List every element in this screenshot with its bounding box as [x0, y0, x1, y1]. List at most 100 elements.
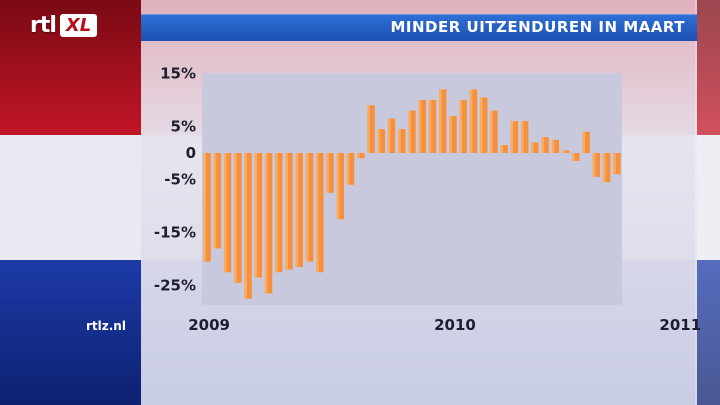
- bar: [469, 89, 478, 153]
- bar: [305, 153, 314, 262]
- bar-highlight: [439, 89, 442, 153]
- bar: [572, 153, 580, 161]
- bar-highlight: [398, 129, 401, 153]
- bar-highlight: [254, 153, 258, 278]
- bar: [326, 153, 334, 193]
- bar-highlight: [367, 105, 370, 153]
- bar: [500, 145, 508, 153]
- bar: [367, 105, 375, 153]
- logo-xl-text: XL: [59, 13, 98, 37]
- bar-highlight: [203, 153, 207, 262]
- bar-highlight: [336, 153, 340, 220]
- y-tick-label: 5%: [171, 118, 196, 136]
- bar: [213, 153, 222, 249]
- bar-highlight: [326, 153, 329, 193]
- y-tick-label: -15%: [154, 224, 196, 242]
- bar: [203, 153, 211, 262]
- bar: [254, 153, 263, 278]
- bar: [223, 153, 232, 273]
- bar: [602, 153, 611, 183]
- bar: [490, 110, 498, 153]
- bar-highlight: [377, 129, 381, 153]
- bar: [418, 100, 426, 153]
- channel-logo: rtl XL: [30, 10, 98, 40]
- chart-title: MINDER UITZENDUREN IN MAART: [390, 18, 685, 36]
- bar: [551, 139, 560, 153]
- bar: [387, 118, 396, 153]
- bar-highlight: [449, 115, 452, 153]
- bar-highlight: [510, 121, 514, 153]
- bar: [561, 150, 570, 153]
- bar-highlight: [561, 150, 565, 153]
- site-label: rtlz.nl: [86, 319, 126, 333]
- bar-highlight: [244, 153, 247, 299]
- bar-highlight: [582, 131, 586, 153]
- bar: [439, 89, 447, 153]
- bar-highlight: [541, 137, 545, 153]
- y-tick-label: 15%: [160, 65, 196, 83]
- x-tick-label: 2010: [434, 316, 476, 334]
- bar-highlight: [551, 139, 555, 153]
- bar: [531, 142, 539, 153]
- bar: [398, 129, 406, 153]
- bar: [592, 153, 601, 177]
- bar: [244, 153, 252, 299]
- bar-highlight: [387, 118, 391, 153]
- bar-highlight: [428, 100, 432, 153]
- x-tick-label: 2009: [188, 316, 230, 334]
- bar: [264, 153, 273, 294]
- bar: [510, 121, 519, 153]
- bar-highlight: [316, 153, 319, 273]
- bar-highlight: [602, 153, 606, 183]
- bar-highlight: [500, 145, 504, 153]
- bar: [459, 100, 467, 153]
- bar-highlight: [592, 153, 596, 177]
- bar-highlight: [305, 153, 309, 262]
- bar: [234, 153, 242, 283]
- bar-highlight: [459, 100, 463, 153]
- bar-highlight: [521, 121, 524, 153]
- bar-highlight: [295, 153, 299, 267]
- bar: [582, 131, 590, 153]
- bar: [428, 100, 437, 153]
- bar: [449, 115, 457, 153]
- bar-highlight: [223, 153, 227, 273]
- bar-highlight: [572, 153, 575, 161]
- bar-highlight: [346, 153, 350, 185]
- bar-highlight: [264, 153, 268, 294]
- bar: [336, 153, 344, 220]
- bar: [357, 153, 365, 159]
- bar-highlight: [285, 153, 288, 270]
- bar-highlight: [275, 153, 278, 273]
- bar-highlight: [234, 153, 237, 283]
- bar: [408, 110, 416, 153]
- y-tick-label: -25%: [154, 277, 196, 295]
- bar: [275, 153, 283, 273]
- bar: [613, 153, 621, 175]
- x-tick-label: 2011: [659, 316, 701, 334]
- title-bar: MINDER UITZENDUREN IN MAART: [141, 14, 697, 41]
- x-axis-ticks: 2009201020112012: [188, 316, 701, 334]
- bar: [521, 121, 529, 153]
- logo-rtl-text: rtl: [30, 12, 57, 38]
- bar: [316, 153, 324, 273]
- bar: [285, 153, 293, 270]
- y-axis-ticks: 15% 5% 0 -5% -15% -25%: [154, 65, 196, 295]
- bar: [480, 97, 488, 153]
- y-tick-label: 0: [186, 144, 196, 162]
- bar-highlight: [490, 110, 493, 153]
- bar: [295, 153, 304, 267]
- bar-highlight: [480, 97, 483, 153]
- bar-highlight: [357, 153, 360, 159]
- bars-layer: [203, 89, 621, 299]
- bar-highlight: [531, 142, 534, 153]
- bar-highlight: [613, 153, 616, 175]
- bar-highlight: [408, 110, 411, 153]
- bar-highlight: [213, 153, 217, 249]
- bar: [541, 137, 549, 153]
- bar-highlight: [469, 89, 473, 153]
- bar-highlight: [418, 100, 422, 153]
- bar: [377, 129, 385, 153]
- y-tick-label: -5%: [164, 171, 196, 189]
